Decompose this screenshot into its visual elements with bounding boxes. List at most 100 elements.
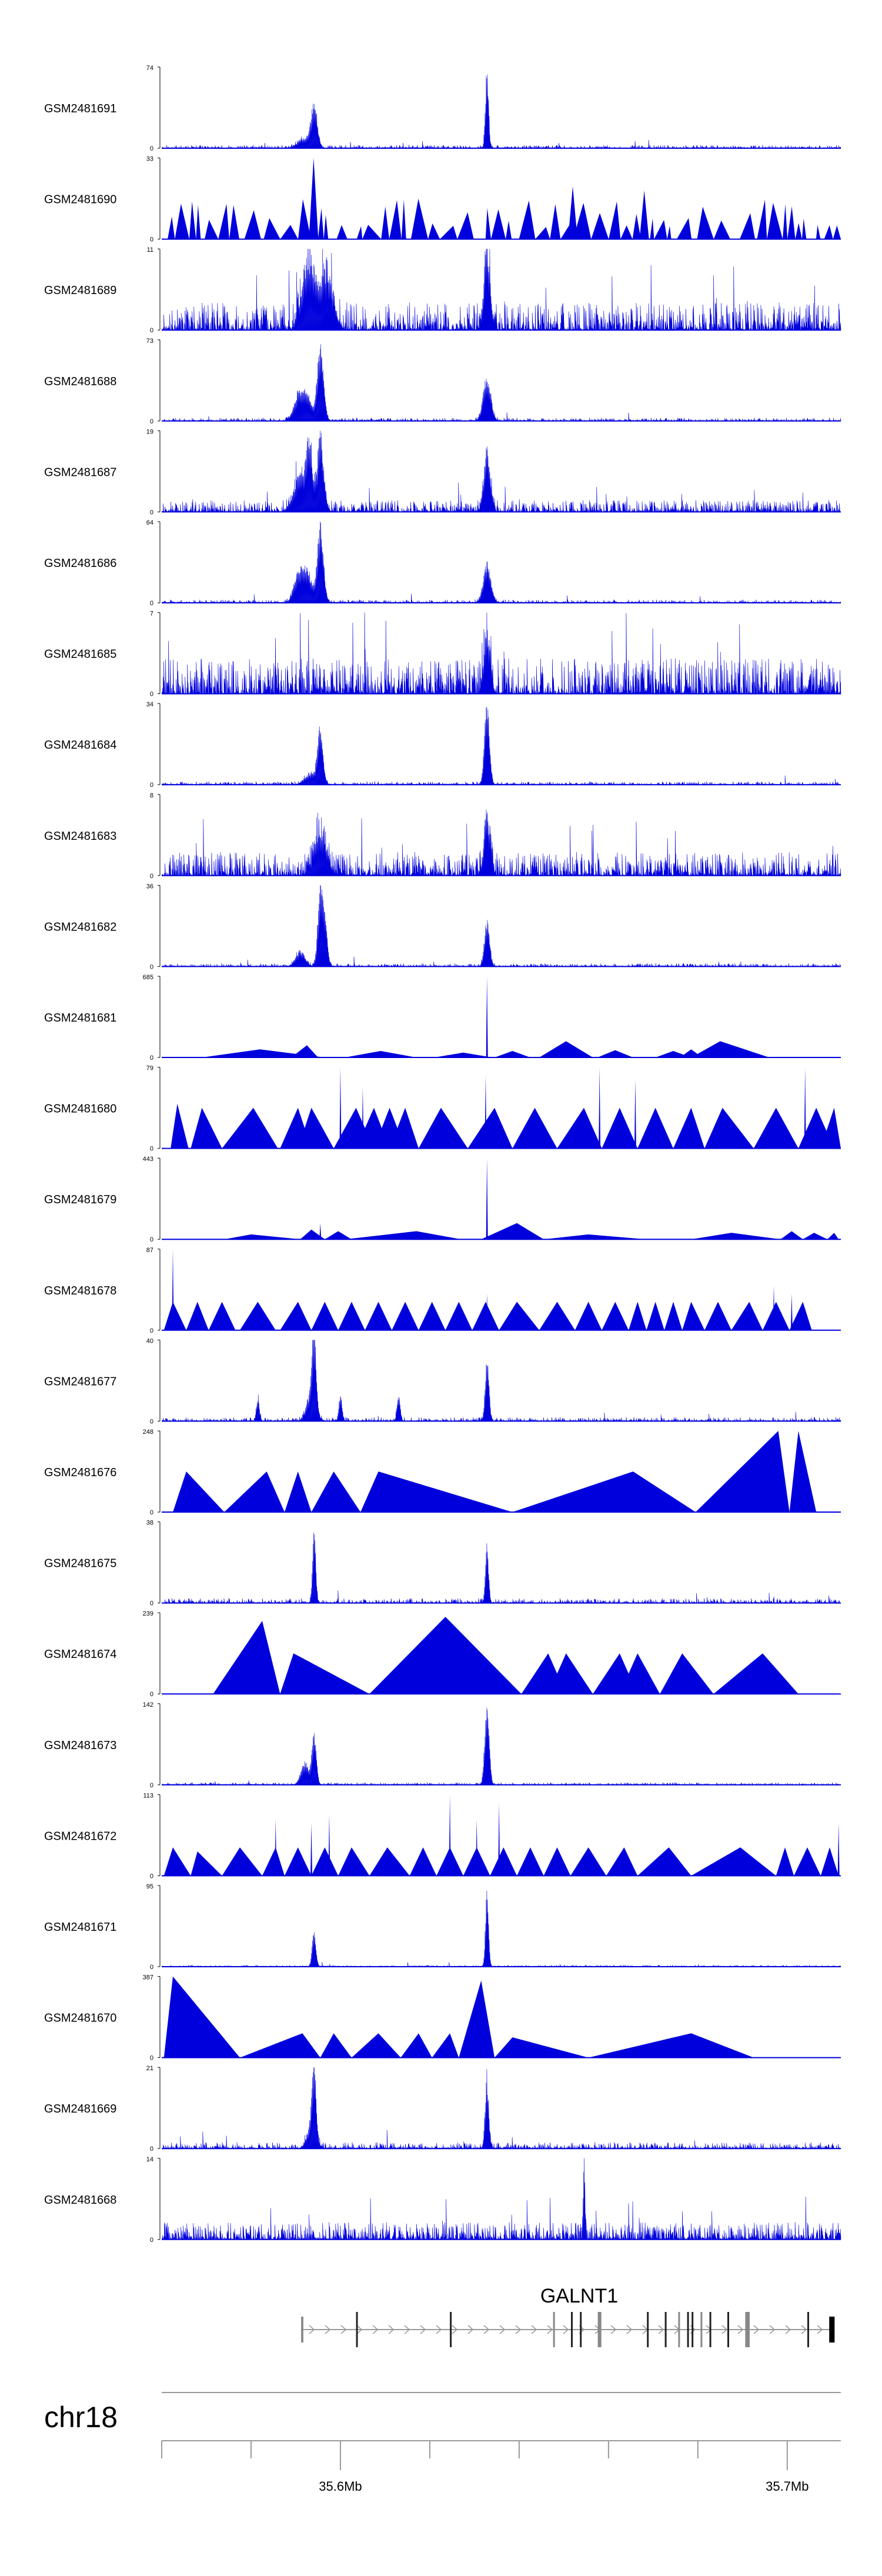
gene-track: GALNT1 — [301, 2285, 835, 2347]
track-name-label: GSM2481672 — [44, 1830, 116, 1843]
strand-arrow-icon — [658, 2325, 664, 2334]
coverage-segment — [351, 2033, 401, 2058]
coverage-profile — [162, 1707, 841, 1786]
y-max-label: 7 — [150, 610, 153, 618]
y-min-label: 0 — [150, 236, 153, 243]
gene-exon — [691, 2312, 694, 2347]
gene-exon — [807, 2312, 810, 2347]
track-GSM2481687: GSM2481687 19 0 — [44, 428, 841, 516]
coverage-segment — [434, 1052, 493, 1057]
coverage-segment — [794, 1847, 821, 1876]
coverage-segment — [338, 1847, 370, 1876]
y-min-label: 0 — [150, 1964, 153, 1971]
strand-arrow-icon — [325, 2325, 331, 2334]
coverage-profile — [162, 249, 841, 331]
strand-arrow-icon — [452, 2325, 458, 2334]
coverage-segment — [820, 1107, 841, 1149]
y-min-label: 0 — [150, 1782, 153, 1789]
coverage-segment — [740, 213, 756, 239]
coverage-segment — [191, 1107, 222, 1149]
coverage-segment — [512, 1471, 696, 1512]
coverage-segment — [191, 1851, 222, 1876]
track-GSM2481669: GSM2481669 21 0 — [44, 2065, 841, 2153]
track-GSM2481689: GSM2481689 11 0 — [44, 246, 841, 334]
track-GSM2481688: GSM2481688 73 0 — [44, 338, 841, 425]
coverage-segment — [539, 1041, 593, 1057]
coverage-segment — [682, 1302, 705, 1330]
coverage-segment — [757, 199, 767, 239]
track-GSM2481672: GSM2481672 113 0 — [44, 1792, 841, 1880]
track-GSM2481691: GSM2481691 74 0 — [44, 65, 841, 152]
coverage-segment — [495, 2037, 589, 2058]
track-name-label: GSM2481683 — [44, 830, 116, 843]
strand-arrow-icon — [547, 2325, 553, 2334]
coverage-segment — [345, 1050, 417, 1057]
y-min-label: 0 — [150, 1418, 153, 1425]
coverage-segment — [550, 203, 561, 239]
coverage-spike — [773, 1285, 775, 1330]
coverage-profile — [162, 885, 841, 967]
coverage-segment — [224, 1471, 285, 1512]
y-min-label: 0 — [150, 509, 153, 516]
coverage-spike — [486, 1293, 488, 1330]
gene-exon — [727, 2312, 729, 2347]
track-name-label: GSM2481684 — [44, 739, 116, 752]
gene-exon — [450, 2312, 452, 2347]
coverage-segment — [280, 1302, 312, 1330]
track-name-label: GSM2481674 — [44, 1648, 116, 1661]
y-max-label: 73 — [146, 338, 153, 345]
y-min-label: 0 — [150, 1509, 153, 1516]
coverage-segment — [163, 1976, 240, 2058]
coverage-segment — [629, 1302, 647, 1330]
track-GSM2481686: GSM2481686 64 0 — [44, 519, 841, 607]
track-name-label: GSM2481691 — [44, 102, 116, 115]
coverage-segment — [369, 1847, 410, 1876]
coverage-segment — [338, 1302, 365, 1330]
gene-exon — [571, 2312, 573, 2347]
coverage-segment — [345, 1231, 462, 1240]
coverage-spike — [328, 1814, 330, 1876]
gene-exon — [700, 2312, 703, 2347]
track-name-label: GSM2481670 — [44, 2012, 116, 2025]
coverage-spike — [804, 1067, 806, 1149]
coverage-segment — [602, 1107, 638, 1149]
coverage-segment — [389, 1107, 419, 1149]
track-GSM2481684: GSM2481684 34 0 — [44, 701, 841, 789]
coverage-segment — [284, 1471, 312, 1512]
strand-arrow-icon — [356, 2325, 363, 2334]
strand-arrow-icon — [436, 2325, 442, 2334]
gene-exon — [580, 2312, 582, 2347]
coverage-segment — [325, 1231, 352, 1240]
coverage-segment — [213, 1621, 280, 1694]
strand-arrow-icon — [785, 2325, 791, 2334]
y-min-label: 0 — [150, 2145, 153, 2153]
coverage-spike — [486, 1158, 488, 1240]
y-max-label: 95 — [146, 1883, 153, 1890]
coverage-segment — [713, 221, 730, 239]
track-name-label: GSM2481686 — [44, 557, 116, 570]
track-GSM2481690: GSM2481690 33 0 — [44, 156, 841, 243]
gene-exon — [709, 2312, 711, 2347]
track-name-label: GSM2481685 — [44, 648, 116, 661]
coverage-profile — [162, 521, 841, 604]
track-name-label: GSM2481681 — [44, 1012, 116, 1025]
track-name-label: GSM2481688 — [44, 375, 116, 388]
strand-arrow-icon — [388, 2325, 395, 2334]
coverage-segment — [704, 1107, 754, 1149]
coverage-segment — [311, 1847, 339, 1876]
coverage-segment — [539, 1302, 575, 1330]
coverage-segment — [676, 218, 692, 239]
coverage-profile — [162, 2158, 841, 2240]
coverage-profile — [162, 344, 841, 422]
coverage-segment — [713, 1653, 799, 1694]
coverage-segment — [472, 1302, 499, 1330]
coverage-segment — [646, 1302, 664, 1330]
coverage-segment — [606, 1847, 638, 1876]
coverage-segment — [205, 219, 219, 239]
coverage-segment — [409, 1847, 437, 1876]
y-max-label: 248 — [143, 1429, 153, 1436]
coverage-spike — [599, 1067, 601, 1149]
strand-arrow-icon — [801, 2325, 807, 2334]
coverage-segment — [280, 225, 298, 239]
y-max-label: 87 — [146, 1247, 153, 1254]
